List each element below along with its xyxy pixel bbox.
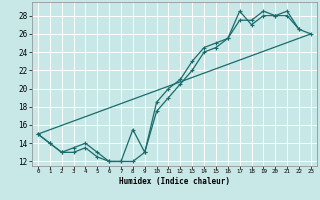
X-axis label: Humidex (Indice chaleur): Humidex (Indice chaleur) — [119, 177, 230, 186]
